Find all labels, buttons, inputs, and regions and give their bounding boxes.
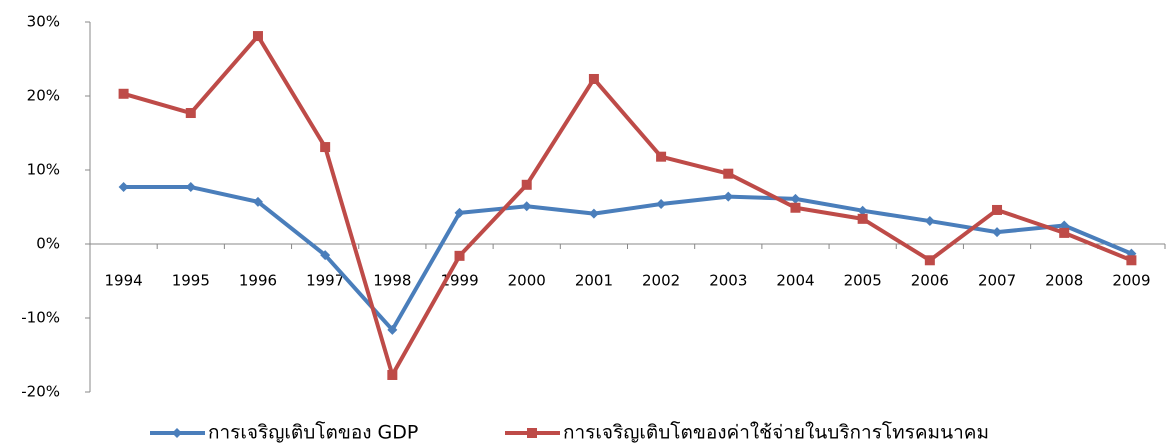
marker — [454, 207, 465, 218]
marker — [172, 428, 182, 438]
y-tick-label: 20% — [27, 87, 60, 105]
x-tick-label: 1996 — [239, 272, 277, 290]
x-tick-label: 2000 — [508, 272, 546, 290]
y-tick-label: -10% — [21, 309, 60, 327]
marker — [252, 31, 263, 42]
marker — [521, 201, 532, 212]
marker — [790, 193, 801, 204]
x-tick-label: 2007 — [978, 272, 1016, 290]
marker — [924, 255, 935, 266]
marker — [857, 205, 868, 216]
marker — [118, 88, 129, 99]
y-tick-label: 30% — [27, 13, 60, 31]
x-tick-label: 2005 — [844, 272, 882, 290]
x-tick-label: 1995 — [172, 272, 210, 290]
marker — [252, 196, 263, 207]
marker — [185, 108, 196, 119]
series-line — [123, 185, 1133, 332]
marker — [588, 208, 599, 219]
marker — [857, 213, 868, 224]
marker — [527, 428, 537, 438]
marker — [1126, 255, 1137, 266]
marker — [1059, 227, 1070, 238]
marker — [521, 179, 532, 190]
series-line — [123, 34, 1133, 377]
x-tick-label: 2008 — [1045, 272, 1083, 290]
legend-label: การเจริญเติบโตของค่าใช้จ่ายในบริการโทรคม… — [563, 421, 989, 444]
x-tick-label: 2003 — [709, 272, 747, 290]
marker — [588, 73, 599, 84]
marker — [320, 142, 331, 153]
legend-label: การเจริญเติบโตของ GDP — [208, 421, 418, 444]
y-tick-label: 0% — [36, 235, 60, 253]
x-tick-label: 2001 — [575, 272, 613, 290]
x-tick-label: 2006 — [911, 272, 949, 290]
y-tick-label: 10% — [27, 161, 60, 179]
marker — [992, 227, 1003, 238]
marker — [723, 191, 734, 202]
x-tick-label: 1997 — [306, 272, 344, 290]
x-tick-label: 2009 — [1112, 272, 1150, 290]
x-tick-label: 1994 — [105, 272, 143, 290]
marker — [723, 168, 734, 179]
marker — [454, 250, 465, 261]
marker — [320, 250, 331, 261]
marker — [790, 202, 801, 213]
marker — [387, 324, 398, 335]
x-tick-label: 2004 — [776, 272, 814, 290]
marker — [118, 182, 129, 193]
marker — [656, 151, 667, 162]
x-tick-label: 2002 — [642, 272, 680, 290]
marker — [185, 182, 196, 193]
marker — [924, 216, 935, 227]
marker — [656, 199, 667, 210]
y-tick-label: -20% — [21, 383, 60, 401]
marker — [992, 204, 1003, 215]
x-tick-label: 1998 — [373, 272, 411, 290]
marker — [387, 369, 398, 380]
